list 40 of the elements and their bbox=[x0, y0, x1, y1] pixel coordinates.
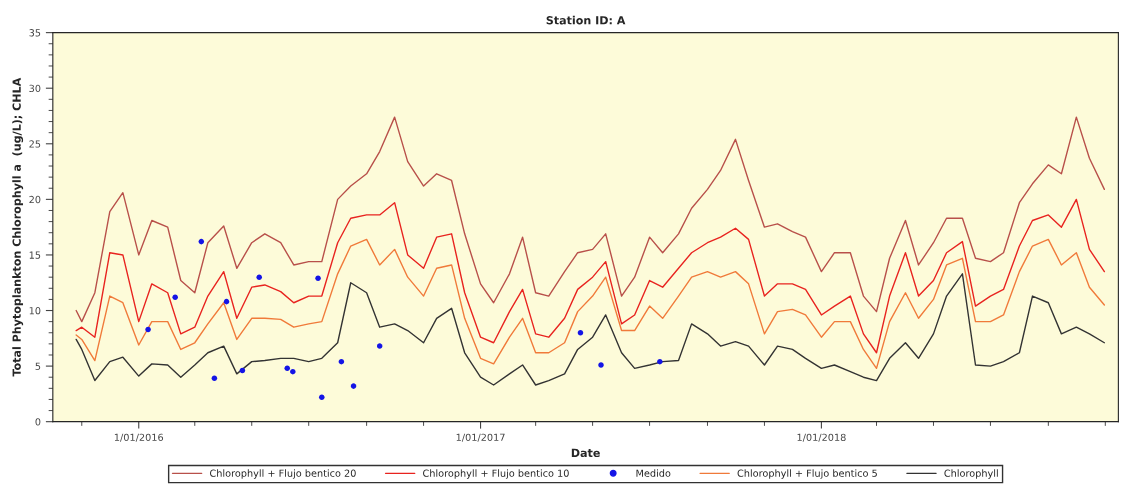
point bbox=[284, 365, 291, 372]
point bbox=[211, 375, 218, 382]
legend-label: Chlorophyll bbox=[944, 469, 998, 479]
point bbox=[350, 383, 357, 389]
y-tick-label: 20 bbox=[29, 195, 41, 204]
x-tick-label: 1/01/2016 bbox=[114, 433, 164, 442]
y-tick-label: 15 bbox=[29, 251, 41, 259]
point bbox=[172, 294, 178, 300]
legend-label: Chlorophyll + Flujo bentico 10 bbox=[423, 469, 569, 479]
point bbox=[338, 358, 345, 365]
y-tick-label: 10 bbox=[29, 307, 41, 315]
y-tick-label: 5 bbox=[35, 362, 41, 370]
y-tick-label: 25 bbox=[29, 140, 41, 148]
x-tick-label: 1/01/2018 bbox=[797, 433, 846, 442]
point bbox=[239, 367, 246, 374]
point bbox=[256, 274, 262, 280]
point bbox=[315, 275, 321, 282]
x-tick-label: 1/01/2017 bbox=[456, 433, 505, 442]
point bbox=[598, 362, 604, 368]
legend-label: Medido bbox=[636, 469, 671, 477]
chart-title: Station ID: A bbox=[546, 15, 626, 25]
point bbox=[376, 343, 383, 349]
line-series bbox=[75, 116, 1106, 323]
legend-label: Chlorophyll + Flujo bentico 5 bbox=[737, 469, 877, 479]
y-axis-title: Total Phytoplankton Chlorophyll a (ug/L); CHLA bbox=[12, 77, 24, 377]
y-tick-label: 0 bbox=[35, 418, 41, 426]
point bbox=[577, 329, 584, 336]
line-series bbox=[75, 198, 1106, 354]
point bbox=[290, 368, 296, 375]
point bbox=[223, 298, 230, 305]
y-tick-label: 30 bbox=[29, 84, 41, 93]
point bbox=[198, 238, 205, 245]
point bbox=[657, 358, 663, 365]
point bbox=[145, 326, 151, 333]
point bbox=[319, 394, 325, 400]
y-tick-label: 35 bbox=[29, 29, 41, 37]
line-series bbox=[75, 273, 1106, 386]
x-axis-title: Date bbox=[571, 448, 600, 458]
line-series bbox=[75, 238, 1106, 370]
legend-label: Chlorophyll + Flujo bentico 20 bbox=[210, 469, 356, 479]
